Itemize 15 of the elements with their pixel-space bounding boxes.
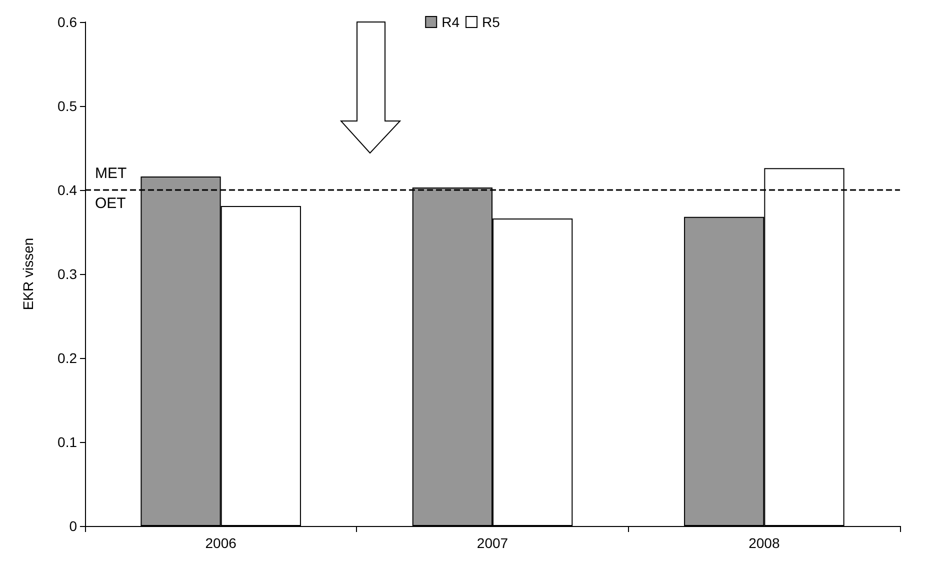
x-tick-label: 2008 (748, 535, 780, 551)
y-axis-title: EKR vissen (20, 238, 36, 310)
legend-label: R4 (442, 14, 460, 30)
annotation: OET (95, 195, 126, 212)
x-tick-label: 2006 (205, 535, 237, 551)
y-tick-label: 0.3 (58, 266, 78, 282)
y-tick-label: 0 (69, 518, 78, 534)
annotation: MET (95, 165, 127, 182)
legend-label: R5 (482, 14, 500, 30)
y-tick-label: 0.2 (58, 350, 78, 366)
y-tick-label: 0.1 (58, 434, 78, 450)
x-tick-label: 2007 (476, 535, 508, 551)
y-tick-label: 0.4 (58, 182, 78, 198)
y-tick-label: 0.5 (58, 98, 78, 114)
y-tick-label: 0.6 (58, 14, 78, 30)
